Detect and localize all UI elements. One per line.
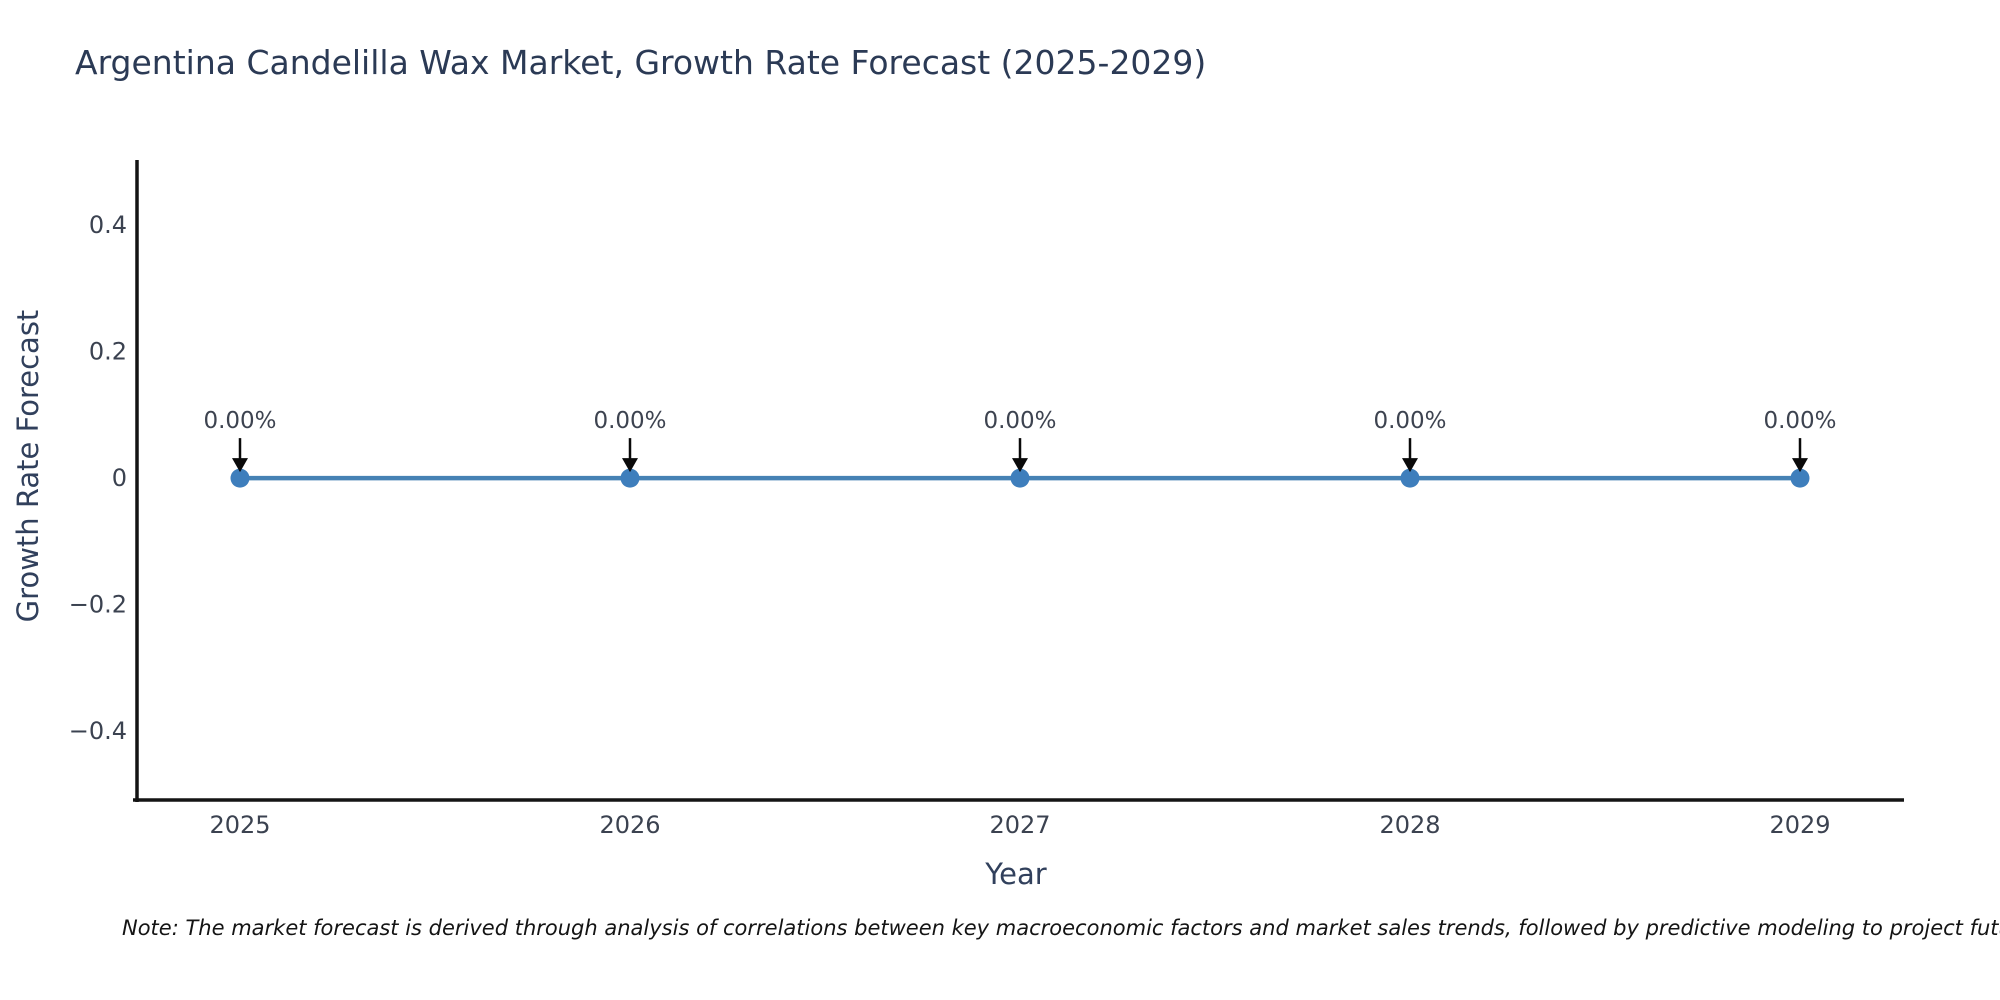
x-tick-label: 2028 <box>1379 811 1440 839</box>
x-tick-label: 2027 <box>989 811 1050 839</box>
footnote: Note: The market forecast is derived thr… <box>122 916 2000 940</box>
annotation-arrowhead-icon <box>1402 458 1418 473</box>
y-tick-label: 0.2 <box>89 338 127 366</box>
y-tick-label: 0.4 <box>89 211 127 239</box>
data-point-marker <box>1010 468 1030 488</box>
annotation-arrowhead-icon <box>1012 458 1028 473</box>
data-point-marker <box>620 468 640 488</box>
data-point-label: 0.00% <box>203 408 276 434</box>
data-point-label: 0.00% <box>1373 408 1446 434</box>
y-tick-label: −0.2 <box>69 591 127 619</box>
data-point-label: 0.00% <box>593 408 666 434</box>
annotation-arrowhead-icon <box>1792 458 1808 473</box>
data-point-label: 0.00% <box>983 408 1056 434</box>
annotation-arrowhead-icon <box>232 458 248 473</box>
x-tick-label: 2025 <box>209 811 270 839</box>
y-tick-label: 0 <box>112 464 127 492</box>
x-axis-label: Year <box>985 857 1047 891</box>
chart-title: Argentina Candelilla Wax Market, Growth … <box>75 43 1207 82</box>
data-point-marker <box>1400 468 1420 488</box>
annotation-arrowhead-icon <box>622 458 638 473</box>
data-point-marker <box>230 468 250 488</box>
x-tick-label: 2026 <box>599 811 660 839</box>
data-point-marker <box>1790 468 1810 488</box>
x-tick-label: 2029 <box>1769 811 1830 839</box>
data-point-label: 0.00% <box>1763 408 1836 434</box>
y-tick-label: −0.4 <box>69 717 127 745</box>
